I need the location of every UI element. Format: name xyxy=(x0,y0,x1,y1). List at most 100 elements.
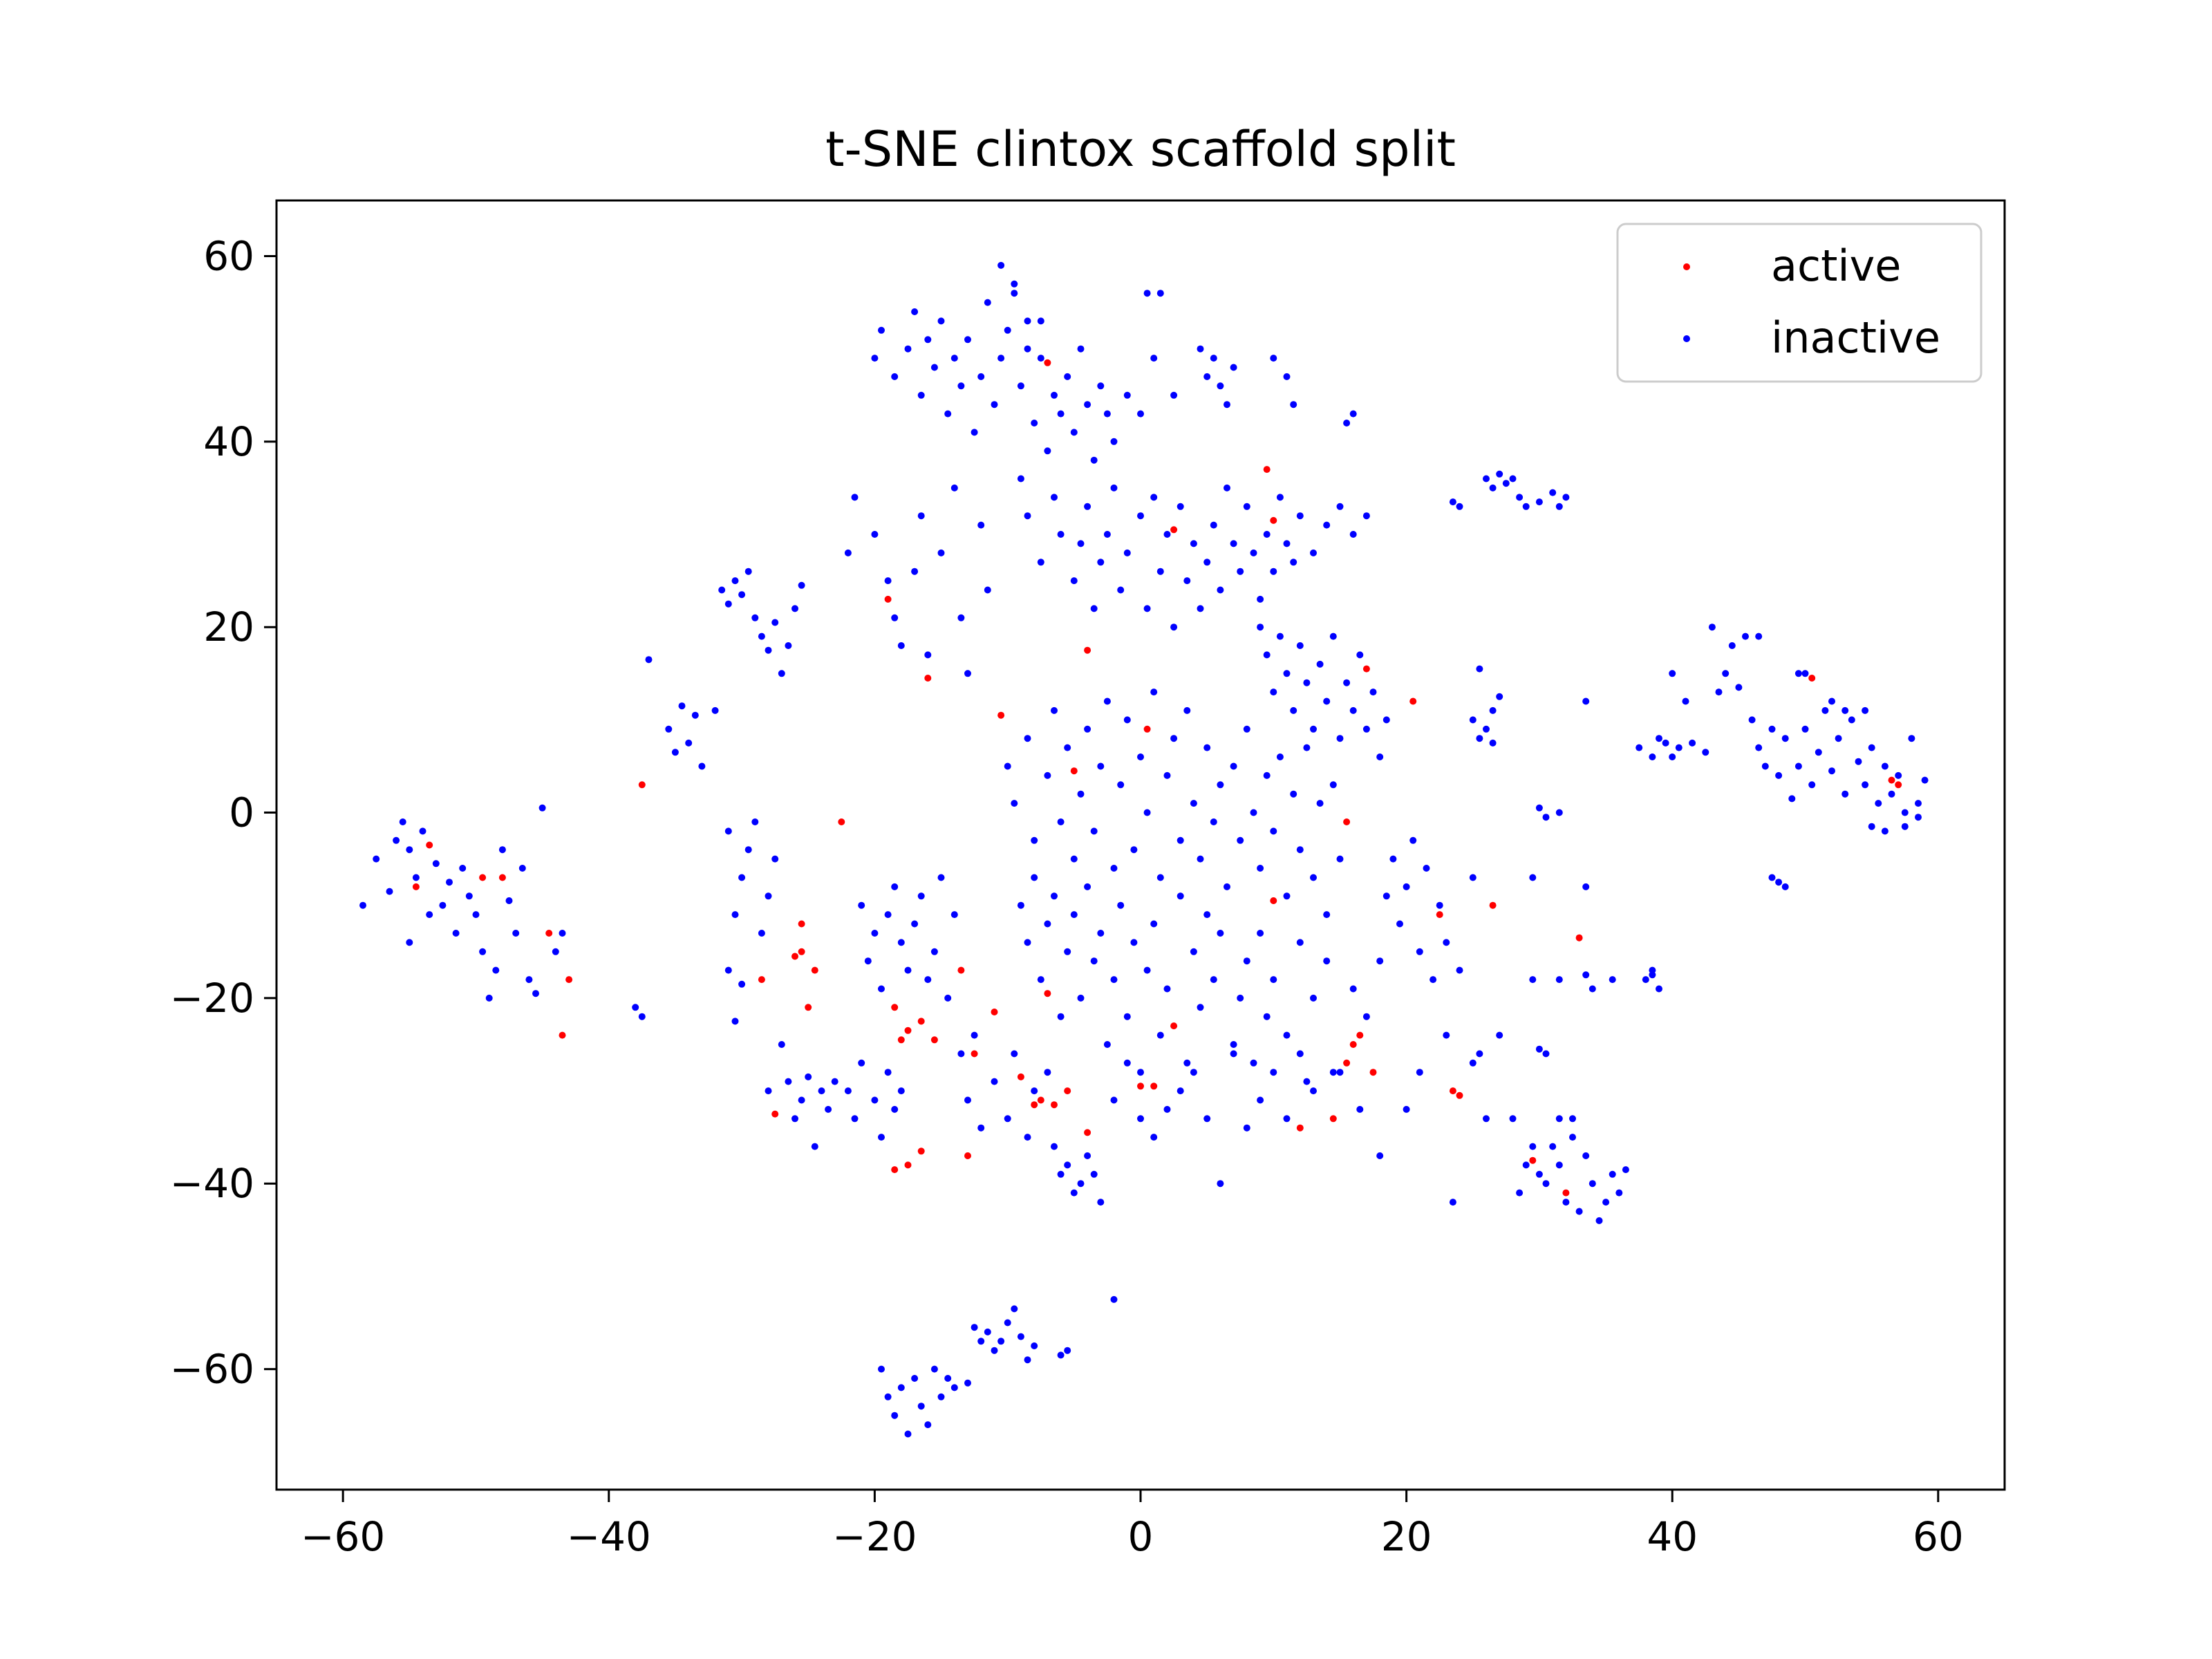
point-inactive-190 xyxy=(1170,624,1178,631)
point-inactive-31 xyxy=(645,656,653,664)
y-tick-label: −40 xyxy=(170,1160,254,1207)
point-inactive-256 xyxy=(1156,874,1164,881)
point-active-29 xyxy=(991,1009,998,1015)
point-inactive-324 xyxy=(1310,994,1317,1002)
point-inactive-509 xyxy=(1921,776,1929,784)
point-inactive-347 xyxy=(1044,1069,1051,1076)
point-inactive-469 xyxy=(1662,739,1669,747)
point-active-61 xyxy=(1489,901,1497,909)
point-inactive-402 xyxy=(1024,1356,1031,1364)
point-inactive-302 xyxy=(1137,1069,1144,1076)
point-inactive-329 xyxy=(1376,957,1384,965)
point-inactive-352 xyxy=(1077,1180,1085,1188)
point-inactive-318 xyxy=(1257,930,1264,937)
point-inactive-345 xyxy=(1024,1134,1031,1141)
point-inactive-17 xyxy=(479,948,487,955)
point-inactive-158 xyxy=(1024,317,1031,325)
point-inactive-97 xyxy=(964,1096,971,1104)
point-inactive-119 xyxy=(911,308,919,315)
point-active-66 xyxy=(1888,776,1895,784)
point-inactive-38 xyxy=(711,706,719,714)
point-inactive-260 xyxy=(1183,706,1191,714)
point-inactive-113 xyxy=(977,521,985,529)
point-inactive-370 xyxy=(1296,1050,1304,1058)
point-inactive-203 xyxy=(1257,595,1264,603)
point-active-14 xyxy=(811,966,818,974)
point-inactive-107 xyxy=(917,512,925,520)
point-inactive-306 xyxy=(1163,985,1171,993)
point-inactive-198 xyxy=(1224,484,1230,491)
point-inactive-257 xyxy=(1163,771,1171,779)
point-inactive-487 xyxy=(1775,771,1783,779)
point-inactive-448 xyxy=(1542,1180,1550,1188)
point-inactive-76 xyxy=(871,1096,879,1104)
point-inactive-14 xyxy=(459,865,467,872)
point-inactive-143 xyxy=(1070,429,1078,436)
point-inactive-208 xyxy=(1290,559,1297,566)
point-inactive-515 xyxy=(1768,874,1776,881)
point-inactive-19 xyxy=(492,966,500,974)
point-inactive-287 xyxy=(1037,976,1044,984)
point-inactive-66 xyxy=(791,1115,798,1123)
point-inactive-413 xyxy=(1509,475,1517,482)
point-inactive-282 xyxy=(1329,781,1337,789)
point-inactive-114 xyxy=(984,586,991,594)
point-inactive-247 xyxy=(1097,762,1105,770)
point-inactive-94 xyxy=(944,994,952,1002)
point-inactive-135 xyxy=(1017,382,1024,390)
point-inactive-359 xyxy=(1150,1134,1158,1141)
point-inactive-408 xyxy=(1456,503,1463,510)
point-inactive-224 xyxy=(1316,660,1324,668)
point-inactive-258 xyxy=(1170,735,1178,742)
point-inactive-140 xyxy=(1051,391,1058,399)
point-inactive-441 xyxy=(1649,966,1656,974)
point-inactive-87 xyxy=(897,939,905,946)
point-inactive-54 xyxy=(738,874,746,881)
point-inactive-305 xyxy=(1156,1031,1164,1039)
point-inactive-472 xyxy=(1689,739,1696,747)
point-inactive-295 xyxy=(1090,957,1098,965)
legend-marker-active xyxy=(1683,263,1690,270)
point-inactive-358 xyxy=(1137,1115,1144,1123)
point-inactive-388 xyxy=(924,1421,932,1429)
point-inactive-105 xyxy=(897,642,905,649)
point-inactive-47 xyxy=(771,619,779,626)
point-inactive-23 xyxy=(518,865,526,872)
x-tick-label: −40 xyxy=(567,1513,651,1560)
point-inactive-398 xyxy=(997,1338,1005,1345)
point-inactive-147 xyxy=(1097,382,1105,390)
point-active-42 xyxy=(1143,725,1151,733)
point-inactive-316 xyxy=(1243,957,1250,965)
point-inactive-419 xyxy=(1562,494,1570,501)
point-inactive-513 xyxy=(1841,706,1849,714)
point-active-65 xyxy=(1808,675,1816,682)
point-inactive-36 xyxy=(691,711,699,719)
point-inactive-416 xyxy=(1535,498,1543,506)
point-inactive-58 xyxy=(765,892,772,900)
point-inactive-230 xyxy=(1356,651,1364,659)
point-inactive-267 xyxy=(1230,762,1237,770)
point-inactive-15 xyxy=(465,892,473,900)
point-inactive-436 xyxy=(1588,985,1596,993)
point-active-67 xyxy=(1895,781,1902,789)
point-inactive-374 xyxy=(1376,1152,1384,1159)
x-tick-label: 0 xyxy=(1128,1513,1154,1560)
point-inactive-508 xyxy=(1915,800,1922,807)
point-active-28 xyxy=(971,1050,978,1058)
point-inactive-465 xyxy=(1449,1199,1456,1206)
data-points xyxy=(359,261,1929,1438)
point-inactive-518 xyxy=(1868,823,1875,830)
legend-box xyxy=(1616,223,1983,383)
point-inactive-167 xyxy=(1283,373,1291,380)
point-inactive-512 xyxy=(1828,697,1835,705)
point-active-10 xyxy=(791,953,798,960)
point-inactive-357 xyxy=(1123,1059,1131,1067)
point-inactive-178 xyxy=(1084,503,1091,510)
point-inactive-57 xyxy=(758,930,765,937)
point-inactive-373 xyxy=(1356,1105,1364,1113)
x-axis: −60 −40 −20 0 20 40 60 xyxy=(301,1490,1964,1560)
point-active-33 xyxy=(1037,1096,1044,1104)
point-inactive-242 xyxy=(1064,744,1071,751)
point-inactive-235 xyxy=(1004,762,1011,770)
point-inactive-63 xyxy=(765,1087,772,1095)
